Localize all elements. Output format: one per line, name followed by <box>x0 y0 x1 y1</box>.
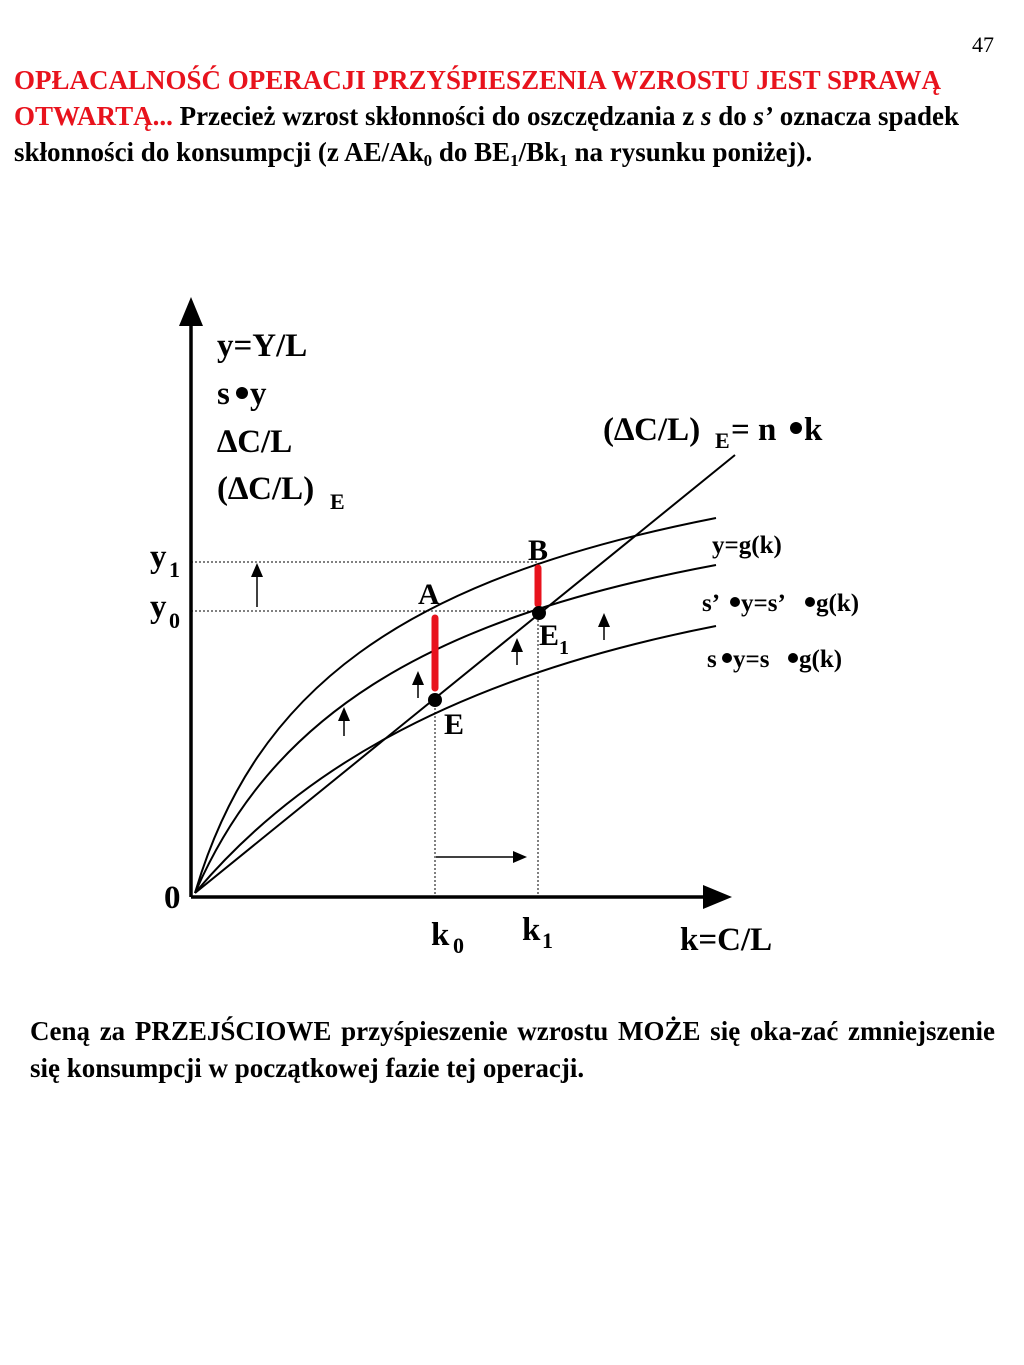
label-curve-s-prime-a: s’ <box>702 590 720 617</box>
label-k1: k <box>522 912 541 948</box>
label-curve-s-prime-b: y=s’ <box>741 590 786 617</box>
x-axis-arrow <box>703 885 732 909</box>
arrow-right-k <box>436 851 527 863</box>
label-curve-s-a: s <box>707 646 717 673</box>
arrow-up-2 <box>412 671 424 698</box>
intro-sub-0: 0 <box>423 151 433 170</box>
label-x-axis: k=C/L <box>680 922 772 958</box>
arrow-up-3 <box>511 638 523 665</box>
point-E <box>428 693 442 707</box>
intro-s-prime: s’ <box>753 101 774 131</box>
intro-sub-1a: 1 <box>510 151 519 170</box>
intro-text-6: na rysunku poniżej). <box>567 137 813 167</box>
label-delta-c-l: ∆C/L <box>217 424 292 460</box>
label-point-E1-sub: 1 <box>559 637 569 659</box>
curve-s <box>194 625 717 894</box>
label-delta-c-l-e-sub: E <box>330 489 345 514</box>
dot-icon <box>730 597 740 607</box>
intro-sub-1b: 1 <box>559 151 568 170</box>
line-n-k <box>194 454 736 894</box>
line-label-k: k <box>804 412 823 448</box>
label-s-y-y: y <box>250 376 267 412</box>
arrow-up-4 <box>598 613 610 640</box>
intro-highlight: OPŁACALNOŚĆ OPERACJI PRZYŚPIESZENIA WZRO… <box>14 65 941 131</box>
curve-s-prime <box>194 564 717 894</box>
label-point-B: B <box>528 534 548 567</box>
growth-diagram: y=Y/L s y ∆C/L (∆C/L) E (∆C/L) E = n k y… <box>150 297 859 958</box>
label-y0: y <box>150 589 167 625</box>
line-label-main: (∆C/L) <box>603 412 700 448</box>
dot-icon <box>788 653 798 663</box>
label-curve-s-prime-c: g(k) <box>816 590 859 617</box>
intro-text-3: oznacza spadek skłonności do konsumpcji … <box>14 101 960 167</box>
dot-icon <box>805 597 815 607</box>
intro-text-1: Przecież wzrost skłonności do oszczędzan… <box>172 101 701 131</box>
intro-paragraph: OPŁACALNOŚĆ OPERACJI PRZYŚPIESZENIA WZRO… <box>14 62 1004 170</box>
y-axis-arrow <box>179 297 203 326</box>
label-point-E: E <box>444 708 464 741</box>
label-s-y-s: s <box>217 376 230 412</box>
label-curve-s-c: g(k) <box>799 646 842 673</box>
intro-text-5: /Bk <box>518 137 560 167</box>
intro-text-2: do <box>711 101 754 131</box>
outro-paragraph: Ceną za PRZEJŚCIOWE przyśpieszenie wzros… <box>30 1016 995 1083</box>
label-curve-g: y=g(k) <box>712 532 782 559</box>
line-label-rest: = n <box>731 412 776 448</box>
dot-icon <box>722 653 732 663</box>
line-label-sub: E <box>715 428 730 453</box>
label-delta-c-l-e: (∆C/L) <box>217 471 314 507</box>
curve-g <box>194 517 717 894</box>
intro-s: s <box>700 101 712 131</box>
label-curve-s-b: y=s <box>733 646 770 673</box>
label-origin: 0 <box>164 880 181 916</box>
label-y0-sub: 0 <box>169 608 180 633</box>
label-point-A: A <box>418 578 440 611</box>
dot-icon <box>790 422 802 434</box>
label-k0-sub: 0 <box>453 933 464 958</box>
arrow-up-y <box>251 563 263 607</box>
label-y-per-l: y=Y/L <box>217 328 307 364</box>
label-k1-sub: 1 <box>542 928 553 953</box>
label-point-E1: E <box>539 619 559 652</box>
label-y1: y <box>150 539 167 575</box>
dot-icon <box>236 387 248 399</box>
page-number: 47 <box>972 32 994 57</box>
label-k0: k <box>431 917 450 953</box>
arrow-up-1 <box>338 707 350 736</box>
point-E1 <box>532 606 546 620</box>
label-y1-sub: 1 <box>169 557 180 582</box>
intro-text-4: do BE <box>432 137 511 167</box>
